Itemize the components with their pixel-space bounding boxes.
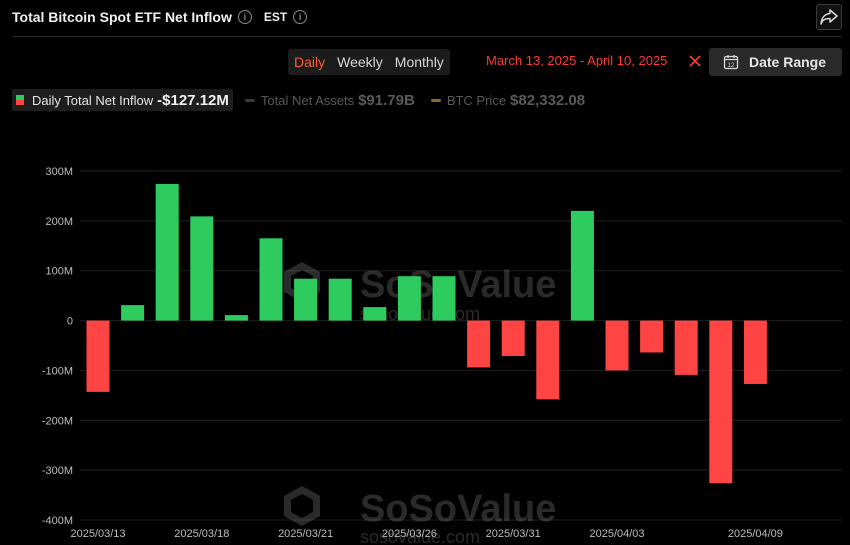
- date-range-button[interactable]: 12 Date Range: [709, 48, 842, 76]
- period-selector: Daily Weekly Monthly: [288, 49, 450, 75]
- bar[interactable]: [190, 216, 214, 321]
- bar[interactable]: [536, 320, 560, 400]
- bar[interactable]: [328, 278, 352, 321]
- bar[interactable]: [640, 320, 664, 353]
- legend-label: Total Net Assets: [260, 92, 355, 108]
- bar[interactable]: [605, 320, 629, 371]
- x-tick-label: 2025/03/21: [278, 528, 333, 540]
- bar[interactable]: [121, 305, 145, 321]
- line-legend-icon: [244, 98, 255, 102]
- x-tick-label: 2025/03/13: [70, 528, 125, 540]
- date-range-text: March 13, 2025 - April 10, 2025: [486, 53, 668, 68]
- bar[interactable]: [501, 320, 525, 356]
- bar[interactable]: [397, 276, 421, 321]
- watermark-brand: SoSoValue: [360, 488, 556, 530]
- calendar-icon: 12: [723, 55, 739, 70]
- y-tick-label: 0: [67, 316, 73, 328]
- y-tick-label: -300M: [42, 465, 73, 477]
- legend-daily-inflow[interactable]: Daily Total Net Inflow -$127.12M: [12, 89, 233, 111]
- x-tick-label: 2025/04/09: [728, 528, 783, 540]
- y-axis-ticks: 300M 200M 100M 0 -100M -200M -300M -400M: [42, 166, 73, 527]
- bars: [86, 183, 767, 484]
- bar[interactable]: [259, 238, 283, 321]
- svg-text:12: 12: [728, 63, 735, 69]
- bar[interactable]: [155, 183, 179, 321]
- date-range-label: Date Range: [749, 54, 827, 70]
- timezone-label: EST: [263, 10, 288, 24]
- y-tick-label: -400M: [42, 515, 73, 527]
- bar[interactable]: [224, 315, 248, 321]
- x-axis-ticks: 2025/03/13 2025/03/18 2025/03/21 2025/03/26…: [70, 528, 782, 540]
- legend-btc-price[interactable]: BTC Price $82,332.08: [419, 89, 589, 111]
- period-monthly-tab[interactable]: Monthly: [394, 54, 444, 70]
- legend-value: $91.79B: [358, 91, 415, 109]
- bar[interactable]: [363, 307, 387, 321]
- legend-value: $82,332.08: [510, 91, 586, 109]
- page-title: Total Bitcoin Spot ETF Net Inflow: [12, 9, 232, 25]
- info-icon[interactable]: i: [237, 10, 252, 24]
- bar[interactable]: [570, 210, 594, 321]
- sosovalue-logo-icon: [284, 486, 320, 526]
- watermark-url: sosovalue.com: [360, 527, 480, 545]
- x-tick-label: 2025/04/03: [589, 528, 644, 540]
- share-button[interactable]: [816, 4, 842, 30]
- title-row: Total Bitcoin Spot ETF Net Inflow i EST …: [12, 6, 308, 28]
- bar[interactable]: [743, 320, 767, 384]
- bar[interactable]: [432, 276, 456, 321]
- legend-label: BTC Price: [446, 92, 507, 108]
- period-daily-tab[interactable]: Daily: [294, 54, 326, 70]
- y-tick-label: 100M: [45, 266, 73, 278]
- x-tick-label: 2025/03/31: [486, 528, 541, 540]
- legend-net-assets[interactable]: Total Net Assets $91.79B: [233, 89, 419, 111]
- bar[interactable]: [467, 320, 491, 368]
- period-weekly-tab[interactable]: Weekly: [337, 54, 383, 70]
- watermark-brand: SoSoValue: [360, 264, 556, 306]
- x-tick-label: 2025/03/26: [382, 528, 437, 540]
- share-icon: [820, 9, 838, 25]
- net-inflow-chart: SoSoValue sosovalue.com SoSoValue sosova…: [42, 166, 842, 545]
- y-tick-label: -200M: [42, 415, 73, 427]
- bar[interactable]: [709, 320, 733, 484]
- y-tick-label: 300M: [45, 166, 73, 178]
- bar[interactable]: [86, 320, 110, 392]
- legend: Daily Total Net Inflow -$127.12M Total N…: [12, 89, 589, 111]
- bar[interactable]: [674, 320, 698, 375]
- legend-label: Daily Total Net Inflow: [32, 92, 154, 108]
- line-legend-icon: [430, 98, 441, 102]
- y-tick-label: 200M: [45, 216, 73, 228]
- x-tick-label: 2025/03/18: [174, 528, 229, 540]
- bar[interactable]: [294, 278, 318, 321]
- clear-range-icon[interactable]: [687, 53, 703, 69]
- y-tick-label: -100M: [42, 365, 73, 377]
- timezone-info-icon[interactable]: i: [293, 10, 308, 24]
- header-divider: [12, 36, 842, 37]
- legend-value: -$127.12M: [157, 91, 229, 109]
- bar-legend-icon: [16, 95, 24, 105]
